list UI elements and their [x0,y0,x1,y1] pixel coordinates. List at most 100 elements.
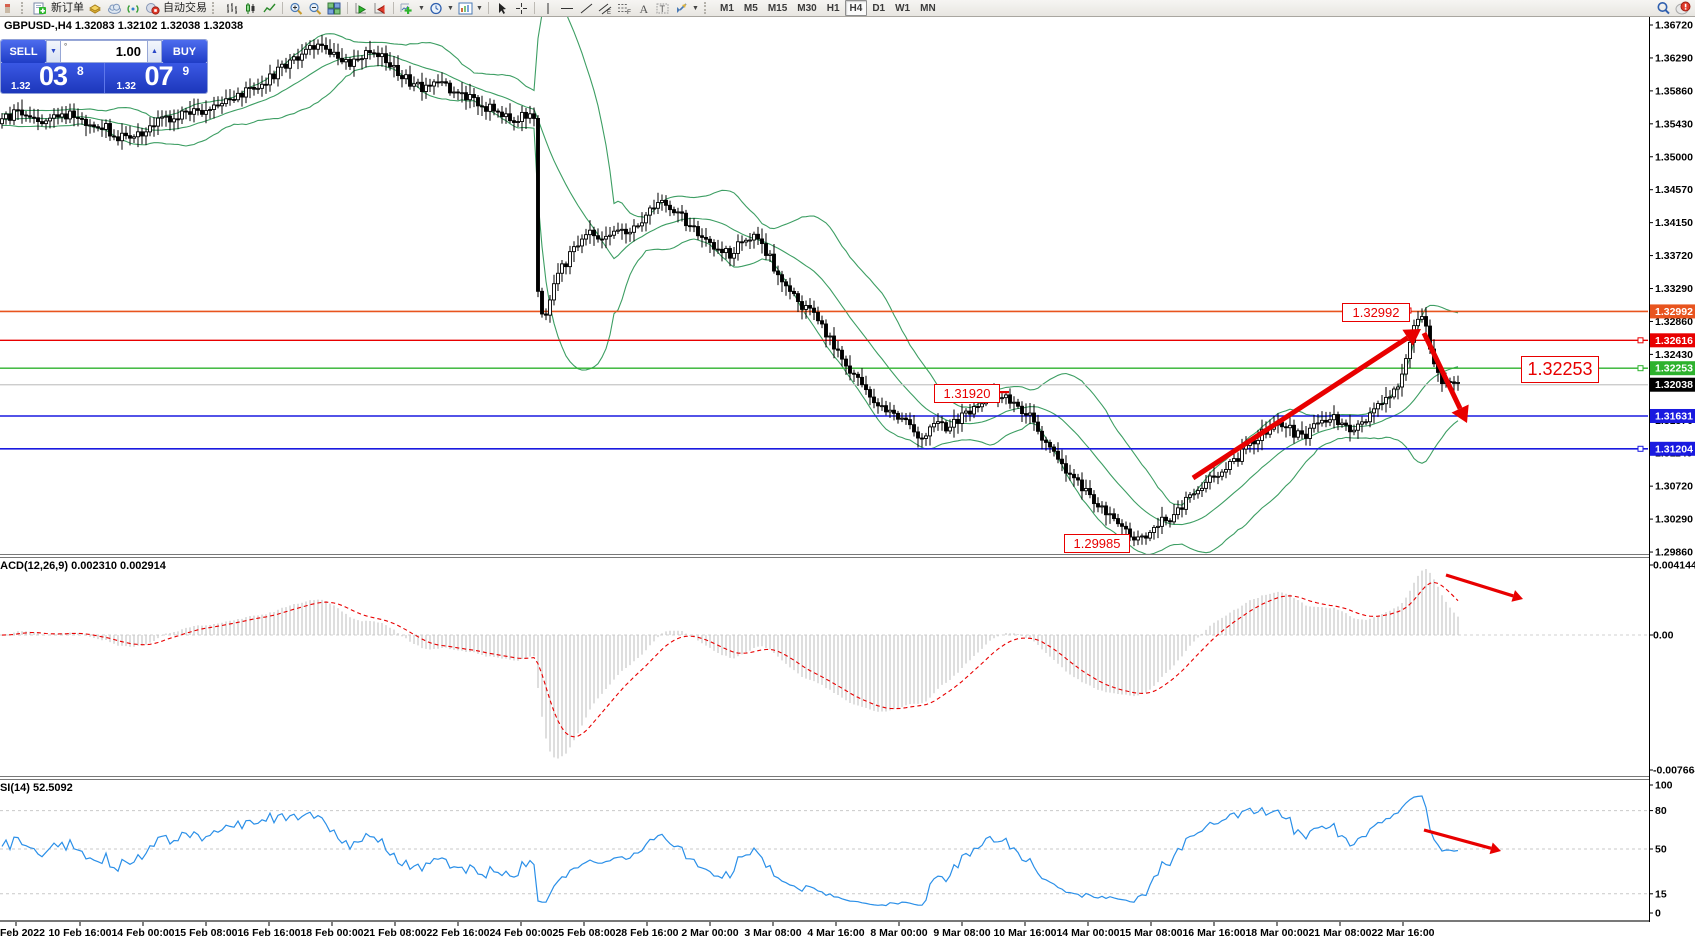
svg-text:14 Feb 00:00: 14 Feb 00:00 [111,927,174,939]
svg-text:15 Feb 08:00: 15 Feb 08:00 [174,927,237,939]
new-order-icon[interactable] [32,1,48,16]
auto-scroll-icon[interactable] [353,1,369,16]
toolbar-separator [393,2,394,14]
timeframe-m1[interactable]: M1 [720,2,734,14]
timeframe-m15[interactable]: M15 [767,2,788,14]
volume-increase-button[interactable]: ▲ [147,40,162,63]
trend-arrows[interactable] [1000,307,1523,855]
signal-icon[interactable] [125,1,141,16]
macd-histogram[interactable] [0,569,1648,759]
svg-text:1.35430: 1.35430 [1655,118,1693,130]
svg-text:E: E [607,10,611,15]
svg-text:Feb 2022: Feb 2022 [0,927,45,939]
horizontal-line-icon[interactable] [559,1,575,16]
template-dropdown[interactable]: ▼ [476,4,483,12]
chart-title: GBPUSD-,H4 1.32083 1.32102 1.32038 1.320… [4,20,244,32]
clock-dropdown[interactable]: ▼ [447,4,454,12]
auto-trading-button[interactable]: 自动交易 [163,1,207,14]
volume-input[interactable]: ° 1.00 [61,40,147,63]
text-icon[interactable]: A [635,1,651,16]
svg-text:1.32038: 1.32038 [1655,379,1693,391]
svg-text:1.32253: 1.32253 [1655,363,1693,375]
svg-text:1.32992: 1.32992 [1655,306,1693,318]
sell-price-prefix: 1.32 [11,81,31,92]
sell-button[interactable]: SELL [1,40,46,63]
bar-chart-icon[interactable] [223,1,239,16]
svg-text:14 Mar 00:00: 14 Mar 00:00 [1056,927,1119,939]
clipped-edge-icon [0,1,16,16]
svg-text:3 Mar 08:00: 3 Mar 08:00 [744,927,801,939]
timeframe-h1[interactable]: H1 [826,2,840,14]
text-label-icon[interactable]: T [654,1,670,16]
price-axis[interactable]: 1.36720 1.36290 1.35860 1.35430 1.35000 1.345… [1649,17,1695,922]
cloud-icon[interactable] [106,1,122,16]
one-click-trading-panel: SELL ▼ ° 1.00 ▲ BUY 1.32 03 8 1.32 07 9 [0,39,208,94]
svg-text:F: F [627,9,631,15]
toolbar-grip [21,2,27,14]
buy-price-big: 07 [144,61,174,91]
svg-text:4 Mar 16:00: 4 Mar 16:00 [807,927,864,939]
candlestick-chart-icon[interactable] [242,1,258,16]
price-annotation[interactable]: 1.32253 [1521,356,1599,383]
add-indicator-icon[interactable] [399,1,415,16]
auto-trading-icon[interactable] [144,1,160,16]
fibonacci-icon[interactable]: F [616,1,632,16]
sell-price-big: 03 [39,61,68,91]
toolbar-grip [704,2,710,14]
svg-text:0.00: 0.00 [1653,630,1674,642]
svg-text:0: 0 [1655,908,1661,920]
shapes-icon[interactable] [673,1,689,16]
sell-price[interactable]: 1.32 03 8 [1,61,105,93]
timeframe-h4[interactable]: H4 [844,0,868,16]
chart-shift-icon[interactable] [372,1,388,16]
vertical-line-icon[interactable] [540,1,556,16]
zoom-in-icon[interactable] [288,1,304,16]
price-annotation[interactable]: 1.32992 [1342,303,1410,322]
toolbar-separator [488,2,489,14]
equidistant-channel-icon[interactable]: E [597,1,613,16]
timeframe-m5[interactable]: M5 [743,2,758,14]
svg-text:22 Feb 16:00: 22 Feb 16:00 [426,927,489,939]
new-order-button[interactable]: 新订单 [51,1,84,14]
timeframe-w1[interactable]: W1 [895,2,911,14]
search-icon[interactable] [1655,1,1671,16]
volume-menu-dot: ° [64,42,68,51]
line-chart-icon[interactable] [261,1,277,16]
svg-text:21 Feb 08:00: 21 Feb 08:00 [363,927,426,939]
price-annotation[interactable]: 1.31920 [934,384,1000,403]
toolbar: 新订单 自动交易 ▼ ▼ ▼ E F A T ▼ [0,0,1695,17]
toolbar-separator [347,2,348,14]
depth-of-market-icon[interactable] [87,1,103,16]
zoom-out-icon[interactable] [307,1,323,16]
clock-icon[interactable] [428,1,444,16]
price-annotation[interactable]: 1.29985 [1064,534,1130,553]
template-icon[interactable] [457,1,473,16]
rsi-line[interactable] [0,795,1648,907]
svg-text:9 Mar 08:00: 9 Mar 08:00 [933,927,990,939]
svg-text:1.31204: 1.31204 [1655,443,1693,455]
sell-price-pip: 8 [77,64,84,78]
timeframe-d1[interactable]: D1 [872,2,886,14]
timeframe-m30[interactable]: M30 [797,2,817,14]
crosshair-icon[interactable] [513,1,529,16]
buy-button[interactable]: BUY [162,40,207,63]
cursor-icon[interactable] [494,1,510,16]
svg-text:1.32430: 1.32430 [1655,349,1693,361]
timeframe-mn[interactable]: MN [920,2,936,14]
buy-price[interactable]: 1.32 07 9 [105,61,208,93]
news-icon[interactable] [1675,1,1691,16]
candles[interactable] [0,35,1460,547]
svg-text:1.30290: 1.30290 [1655,514,1693,526]
svg-text:1.32860: 1.32860 [1655,316,1693,328]
add-indicator-dropdown[interactable]: ▼ [418,4,425,12]
volume-decrease-button[interactable]: ▼ [46,40,61,63]
trendline-icon[interactable] [578,1,594,16]
svg-text:18 Feb 00:00: 18 Feb 00:00 [300,927,363,939]
time-axis[interactable]: Feb 2022 10 Feb 16:00 14 Feb 00:00 15 Feb 0… [0,922,1435,939]
shapes-dropdown[interactable]: ▼ [692,4,699,12]
svg-text:18 Mar 00:00: 18 Mar 00:00 [1245,927,1308,939]
svg-text:100: 100 [1655,780,1673,792]
toolbar-grip [212,2,218,14]
tile-windows-icon[interactable] [326,1,342,16]
